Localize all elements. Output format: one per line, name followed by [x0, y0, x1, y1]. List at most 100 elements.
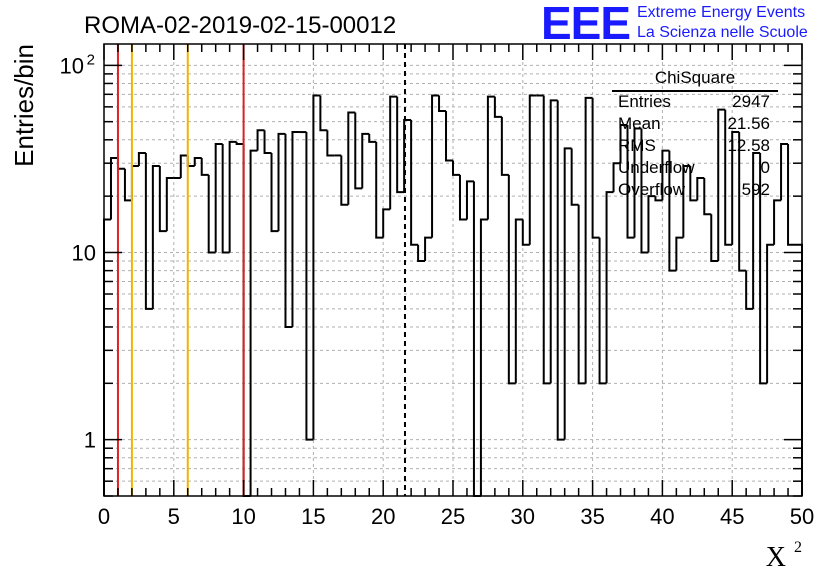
histogram-bin — [123, 168, 132, 202]
stats-row-underflow: Underflow 0 — [618, 158, 770, 180]
histogram-bin — [354, 112, 363, 190]
histogram-bin — [682, 164, 691, 238]
stats-value: 12.58 — [727, 136, 770, 155]
stats-label: Mean — [618, 114, 661, 133]
histogram-bin — [640, 128, 649, 254]
histogram-bin — [137, 152, 146, 166]
histogram-bin — [396, 96, 405, 194]
histogram-bin — [214, 142, 223, 253]
histogram-bin — [249, 149, 258, 496]
y-axis-title: Entries/bin — [9, 44, 39, 167]
x-tick-label: 10 — [231, 504, 255, 529]
histogram-bin — [689, 165, 698, 202]
histogram-bin — [780, 142, 789, 201]
histogram-bin — [312, 94, 321, 440]
stats-row-entries: Entries 2947 — [618, 92, 770, 114]
stats-row-rms: RMS 12.58 — [618, 136, 770, 158]
histogram-bin — [766, 243, 775, 384]
y-tick-label: 10 — [60, 53, 84, 78]
x-tick-label: 35 — [580, 504, 604, 529]
histogram-bin — [270, 153, 279, 233]
histogram-bin — [340, 155, 349, 206]
stats-label: Entries — [618, 92, 671, 111]
histogram-bin — [186, 155, 195, 167]
histogram-bin — [605, 191, 614, 384]
x-tick-label: 45 — [720, 504, 744, 529]
histogram-bin — [228, 140, 237, 253]
x-tick-label: 30 — [511, 504, 535, 529]
histogram-bin — [514, 218, 523, 384]
histogram-bin — [361, 132, 370, 189]
histogram-bin — [752, 152, 761, 309]
histogram-bin — [452, 160, 460, 176]
histogram-bin — [417, 244, 426, 263]
stats-value: 2947 — [732, 92, 770, 111]
histogram-bin — [158, 165, 167, 233]
histogram-bin — [438, 95, 447, 113]
histogram-bin — [284, 133, 293, 328]
stats-divider — [612, 90, 778, 92]
histogram-bin — [584, 96, 593, 384]
histogram-bin — [109, 156, 118, 220]
x-tick-label: 15 — [301, 504, 325, 529]
y-tick-label: 10 — [72, 240, 96, 265]
histogram-bin — [347, 111, 356, 205]
y-tick-label: 1 — [84, 428, 96, 453]
histogram-bin — [759, 153, 768, 385]
x-tick-label: 0 — [98, 504, 110, 529]
marker-lines — [116, 44, 406, 496]
histogram-bin — [500, 116, 509, 176]
histogram-bin — [703, 178, 712, 216]
histogram-bin — [486, 95, 495, 220]
histogram-bin — [277, 132, 286, 232]
histogram-bin — [738, 132, 747, 272]
y-tick-label-exponent: 2 — [87, 51, 95, 68]
histogram-bin — [389, 95, 398, 210]
histogram-bin — [507, 174, 516, 385]
histogram-bin — [207, 174, 216, 254]
x-tick-label: 20 — [371, 504, 395, 529]
histogram-bin — [647, 195, 656, 253]
histogram-bin — [521, 219, 530, 246]
histogram-bin — [598, 237, 607, 385]
x-tick-label: 50 — [790, 504, 814, 529]
histogram-bin — [745, 270, 754, 310]
x-tick-label: 40 — [650, 504, 674, 529]
histogram-bin — [542, 95, 551, 385]
x-tick-label: 25 — [441, 504, 465, 529]
stats-box: ChiSquare Entries 2947 Mean 21.56 RMS 12… — [612, 68, 778, 208]
histogram-bin — [305, 132, 314, 441]
histogram-bin — [235, 141, 244, 145]
grid-lines — [104, 44, 802, 496]
histogram-bin — [479, 218, 488, 496]
histogram-bin — [493, 96, 502, 118]
histogram-bin — [668, 150, 677, 272]
histogram-bin — [375, 141, 384, 239]
histogram-bin — [382, 208, 391, 238]
histogram-bin — [165, 177, 174, 232]
x-axis-title-exponent: 2 — [794, 539, 802, 556]
run-title: ROMA-02-2019-02-15-00012 — [84, 12, 397, 39]
stats-label: RMS — [618, 136, 656, 155]
x-tick-label: 5 — [168, 504, 180, 529]
histogram-bin — [570, 148, 579, 206]
histogram-bin — [130, 164, 139, 201]
stats-value: 21.56 — [727, 114, 770, 133]
histogram-bin — [326, 130, 335, 157]
histogram-bin — [445, 111, 453, 162]
stats-label: Underflow — [618, 158, 695, 177]
histogram-bin — [675, 236, 684, 271]
histogram-bin — [221, 143, 230, 254]
histogram-bin — [424, 236, 433, 262]
histogram-bin — [619, 123, 628, 164]
histogram-bin — [458, 174, 467, 221]
histogram-bin — [612, 162, 621, 193]
stats-row-mean: Mean 21.56 — [618, 114, 770, 136]
logo-mark: EEE — [541, 0, 631, 49]
histogram-bin — [179, 154, 188, 179]
histogram-bin — [563, 147, 572, 440]
histogram-bin — [724, 109, 733, 246]
histogram-bin — [654, 196, 663, 202]
